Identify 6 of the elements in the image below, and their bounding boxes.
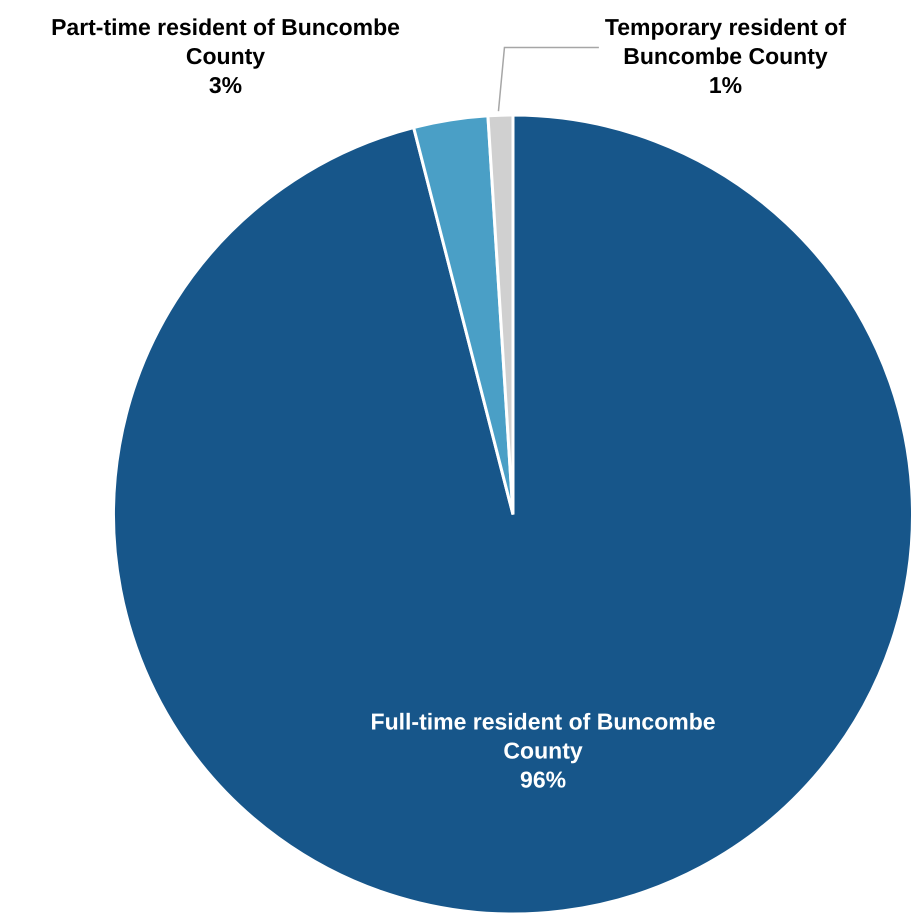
slice-label: Part-time resident of Buncombe County: [51, 14, 400, 69]
data-label: 96%: [520, 766, 566, 793]
data-label: 3%: [208, 72, 242, 98]
data-label: 1%: [708, 72, 742, 98]
slice-label: Temporary resident of Buncombe County: [604, 14, 846, 69]
slice-label: Full-time resident of Buncombe County: [370, 708, 716, 764]
